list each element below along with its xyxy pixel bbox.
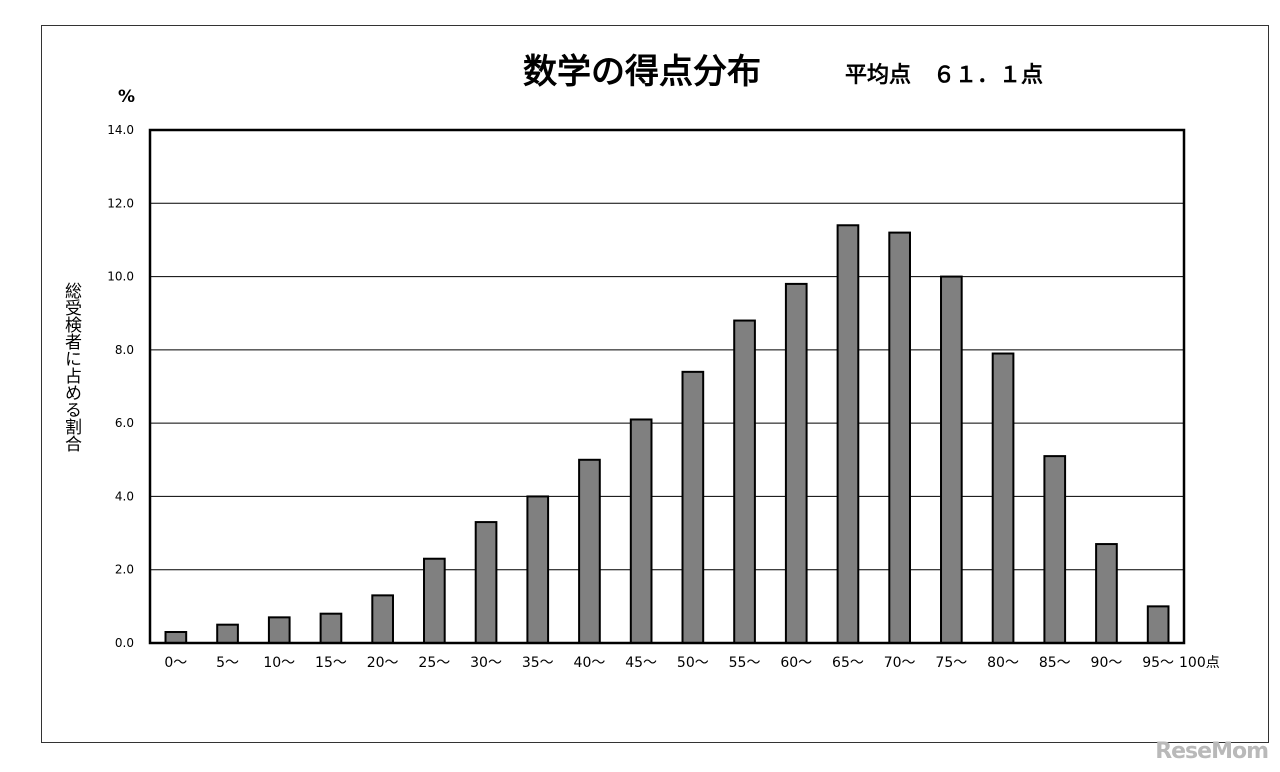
x-tick-label: 15〜 [315,655,347,671]
x-tick-label: 55〜 [729,655,761,671]
bar [371,594,394,644]
y-tick-label: 14.0 [107,123,134,137]
x-tick-label: 60〜 [780,655,812,671]
x-tick-label: 85〜 [1039,655,1071,671]
bar [784,282,808,644]
x-tick-label: 70〜 [884,655,916,671]
bar [940,275,963,644]
y-axis-label: 総受検者に占める割合 [61,282,82,452]
plot-border [148,128,1186,645]
y-tick-label: 10.0 [107,270,134,284]
y-tick-label: 12.0 [107,196,134,210]
bar [216,623,239,645]
bar [578,458,601,644]
bar [1095,543,1118,644]
x-tick-label: 25〜 [418,655,450,671]
y-tick-label: 8.0 [115,343,134,357]
bar [733,319,756,644]
bar [1043,455,1067,644]
y-unit-label: % [118,87,135,107]
x-tick-label: 35〜 [522,655,554,671]
bar [267,616,291,644]
x-tick-label: 80〜 [987,655,1019,671]
x-tick-label: 95〜 [1142,655,1174,671]
y-tick-label: 4.0 [115,489,134,503]
chart-subtitle: 平均点 ６１．１点 [845,62,1043,88]
x-end-label: 100点 [1179,655,1220,671]
y-tick-label: 2.0 [115,563,134,577]
gridlines [150,202,1184,571]
x-tick-label: 65〜 [832,655,864,671]
x-tick-label: 50〜 [677,655,709,671]
bar [1146,605,1170,644]
x-tick-label: 90〜 [1091,655,1123,671]
bar [836,224,860,644]
x-tick-labels: 0〜 5〜 10〜 15〜 20〜 25〜 30〜 35〜 40〜 45〜 50〜 55〜 60〜 65〜… [164,655,1174,671]
y-tick-label: 0.0 [115,636,134,650]
bar [423,557,446,645]
chart-title: 数学の得点分布 [523,52,761,92]
bar [888,231,911,644]
bars [164,224,1170,645]
x-tick-label: 5〜 [216,655,239,671]
x-tick-label: 20〜 [367,655,399,671]
bar [319,612,343,645]
bar [991,352,1015,644]
x-tick-label: 45〜 [625,655,657,671]
x-tick-label: 0〜 [164,655,187,671]
bar [681,370,705,644]
resemom-watermark: ReseMom [1155,739,1269,764]
y-tick-label: 6.0 [115,416,134,430]
bar [474,521,498,644]
bar [164,631,188,644]
chart-frame [41,25,1269,743]
bar [526,495,550,644]
x-tick-label: 40〜 [574,655,606,671]
bar [629,418,653,644]
x-tick-label: 10〜 [263,655,295,671]
y-tick-labels: 0.0 2.0 4.0 6.0 8.0 10.0 12.0 14.0 [107,123,134,650]
x-tick-label: 30〜 [470,655,502,671]
x-tick-label: 75〜 [935,655,967,671]
